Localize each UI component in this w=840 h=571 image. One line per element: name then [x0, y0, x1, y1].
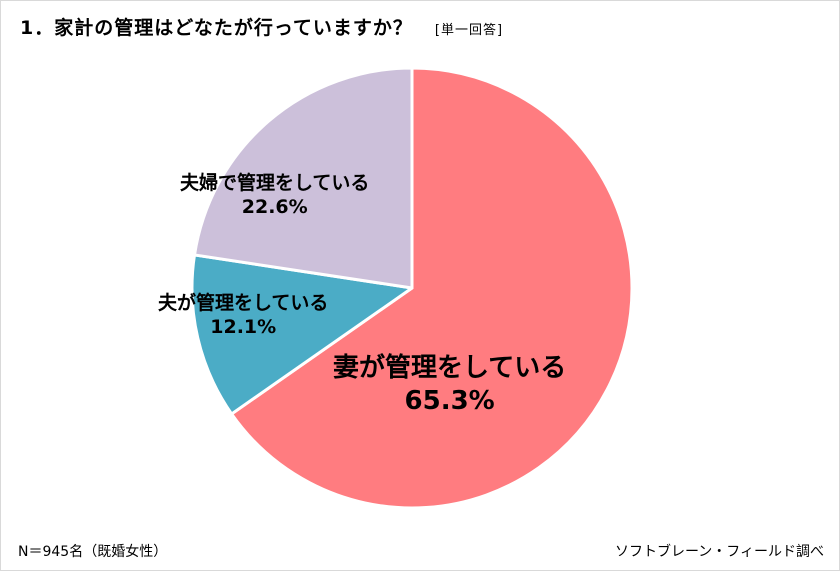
question-text: 1．家計の管理はどなたが行っていますか？	[20, 17, 413, 39]
source-note: ソフトブレーン・フィールド調べ	[614, 544, 824, 560]
pie-slice-wife	[230, 66, 634, 510]
sample-size-note: N＝945名（既婚女性）	[18, 544, 168, 560]
pie-slice-husband	[190, 253, 414, 416]
label-husband-value: 12.1%	[210, 315, 277, 338]
label-couple-name: 夫婦で管理をしている	[180, 172, 370, 194]
label-wife-name: 妻が管理をしている	[333, 353, 567, 383]
label-wife-value: 65.3%	[404, 385, 495, 416]
label-husband-name: 夫が管理をしている	[158, 292, 329, 314]
pie-slice-couple	[192, 66, 414, 290]
label-couple: 夫婦で管理をしている 22.6%	[180, 172, 369, 220]
label-couple-value: 22.6%	[241, 195, 308, 218]
answer-type-note: [単一回答]	[434, 23, 504, 38]
label-husband: 夫が管理をしている 12.1%	[158, 292, 328, 340]
label-wife: 妻が管理をしている 65.3%	[333, 352, 566, 417]
chart-title: 1．家計の管理はどなたが行っていますか？ [単一回答]	[20, 13, 503, 40]
